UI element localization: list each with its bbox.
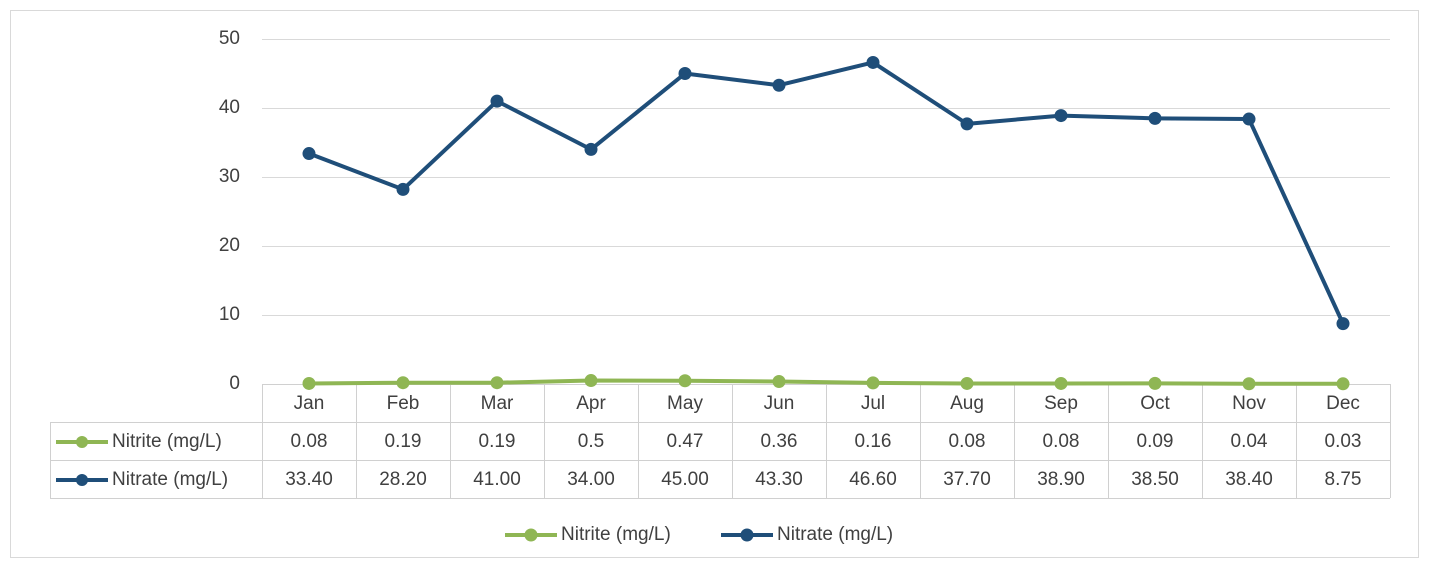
point (772, 375, 786, 389)
y-tick-label: 30 (219, 166, 240, 187)
point (302, 147, 316, 161)
table-value: 0.47 (667, 431, 704, 452)
table-legend-marker (76, 474, 88, 486)
x-tick-label: Apr (576, 393, 606, 414)
point (678, 67, 692, 80)
table-value: 0.08 (949, 431, 986, 452)
x-tick-label: Jul (861, 393, 885, 414)
table-value: 38.50 (1131, 469, 1179, 490)
table-series-name: Nitrate (mg/L) (112, 469, 228, 490)
table-value: 41.00 (473, 469, 521, 490)
x-tick-label: Feb (387, 393, 420, 414)
y-tick-label: 10 (219, 304, 240, 325)
point (866, 376, 880, 390)
table-value: 37.70 (943, 469, 991, 490)
x-tick-label: May (667, 393, 703, 414)
x-tick-label: Oct (1140, 393, 1170, 414)
legend-marker (524, 528, 538, 542)
table-value: 0.5 (578, 431, 604, 452)
point (584, 142, 598, 156)
point (678, 374, 692, 388)
y-tick-label: 40 (219, 97, 240, 118)
legend-marker (740, 528, 754, 542)
table-value: 0.08 (291, 431, 328, 452)
table-value: 38.40 (1225, 469, 1273, 490)
point (396, 376, 410, 390)
table-value: 33.40 (285, 469, 333, 490)
series-line (308, 378, 1344, 386)
point (960, 117, 974, 131)
point (1242, 377, 1256, 391)
table-value: 28.20 (379, 469, 427, 490)
y-tick-label: 20 (219, 235, 240, 256)
table-value: 38.90 (1037, 469, 1085, 490)
chart-border (10, 10, 1419, 558)
point (396, 182, 410, 196)
table-value: 46.60 (849, 469, 897, 490)
point (1148, 376, 1162, 390)
point (866, 55, 880, 69)
table-value: 0.09 (1137, 431, 1174, 452)
point (584, 374, 598, 388)
series-line (308, 60, 1345, 325)
point (960, 376, 974, 390)
x-tick-label: Nov (1232, 393, 1266, 414)
point (490, 376, 504, 390)
point (1336, 317, 1350, 331)
x-tick-label: Sep (1044, 393, 1078, 414)
point (1336, 377, 1350, 391)
x-tick-label: Aug (950, 393, 984, 414)
table-series-name: Nitrite (mg/L) (112, 431, 222, 452)
point (490, 94, 504, 108)
legend-label: Nitrate (mg/L) (777, 524, 893, 545)
table-value: 0.03 (1325, 431, 1362, 452)
table-value: 0.19 (479, 431, 516, 452)
y-tick-label: 0 (229, 373, 240, 394)
x-tick-label: Jun (764, 393, 795, 414)
table-value: 0.36 (761, 431, 798, 452)
point (1242, 112, 1256, 126)
table-value: 34.00 (567, 469, 615, 490)
table-value: 0.19 (385, 431, 422, 452)
legend-label: Nitrite (mg/L) (561, 524, 671, 545)
table-value: 45.00 (661, 469, 709, 490)
point (1054, 376, 1068, 390)
table-value: 43.30 (755, 469, 803, 490)
table-value: 0.04 (1231, 431, 1268, 452)
x-tick-label: Dec (1326, 393, 1360, 414)
point (772, 78, 786, 92)
table-legend-marker (76, 436, 88, 448)
x-tick-label: Mar (481, 393, 514, 414)
point (302, 376, 316, 390)
x-tick-label: Jan (294, 393, 325, 414)
point (1148, 111, 1162, 125)
table-value: 8.75 (1325, 469, 1362, 490)
point (1054, 109, 1068, 123)
table-value: 0.16 (855, 431, 892, 452)
table-value: 0.08 (1043, 431, 1080, 452)
y-tick-label: 50 (219, 28, 240, 49)
